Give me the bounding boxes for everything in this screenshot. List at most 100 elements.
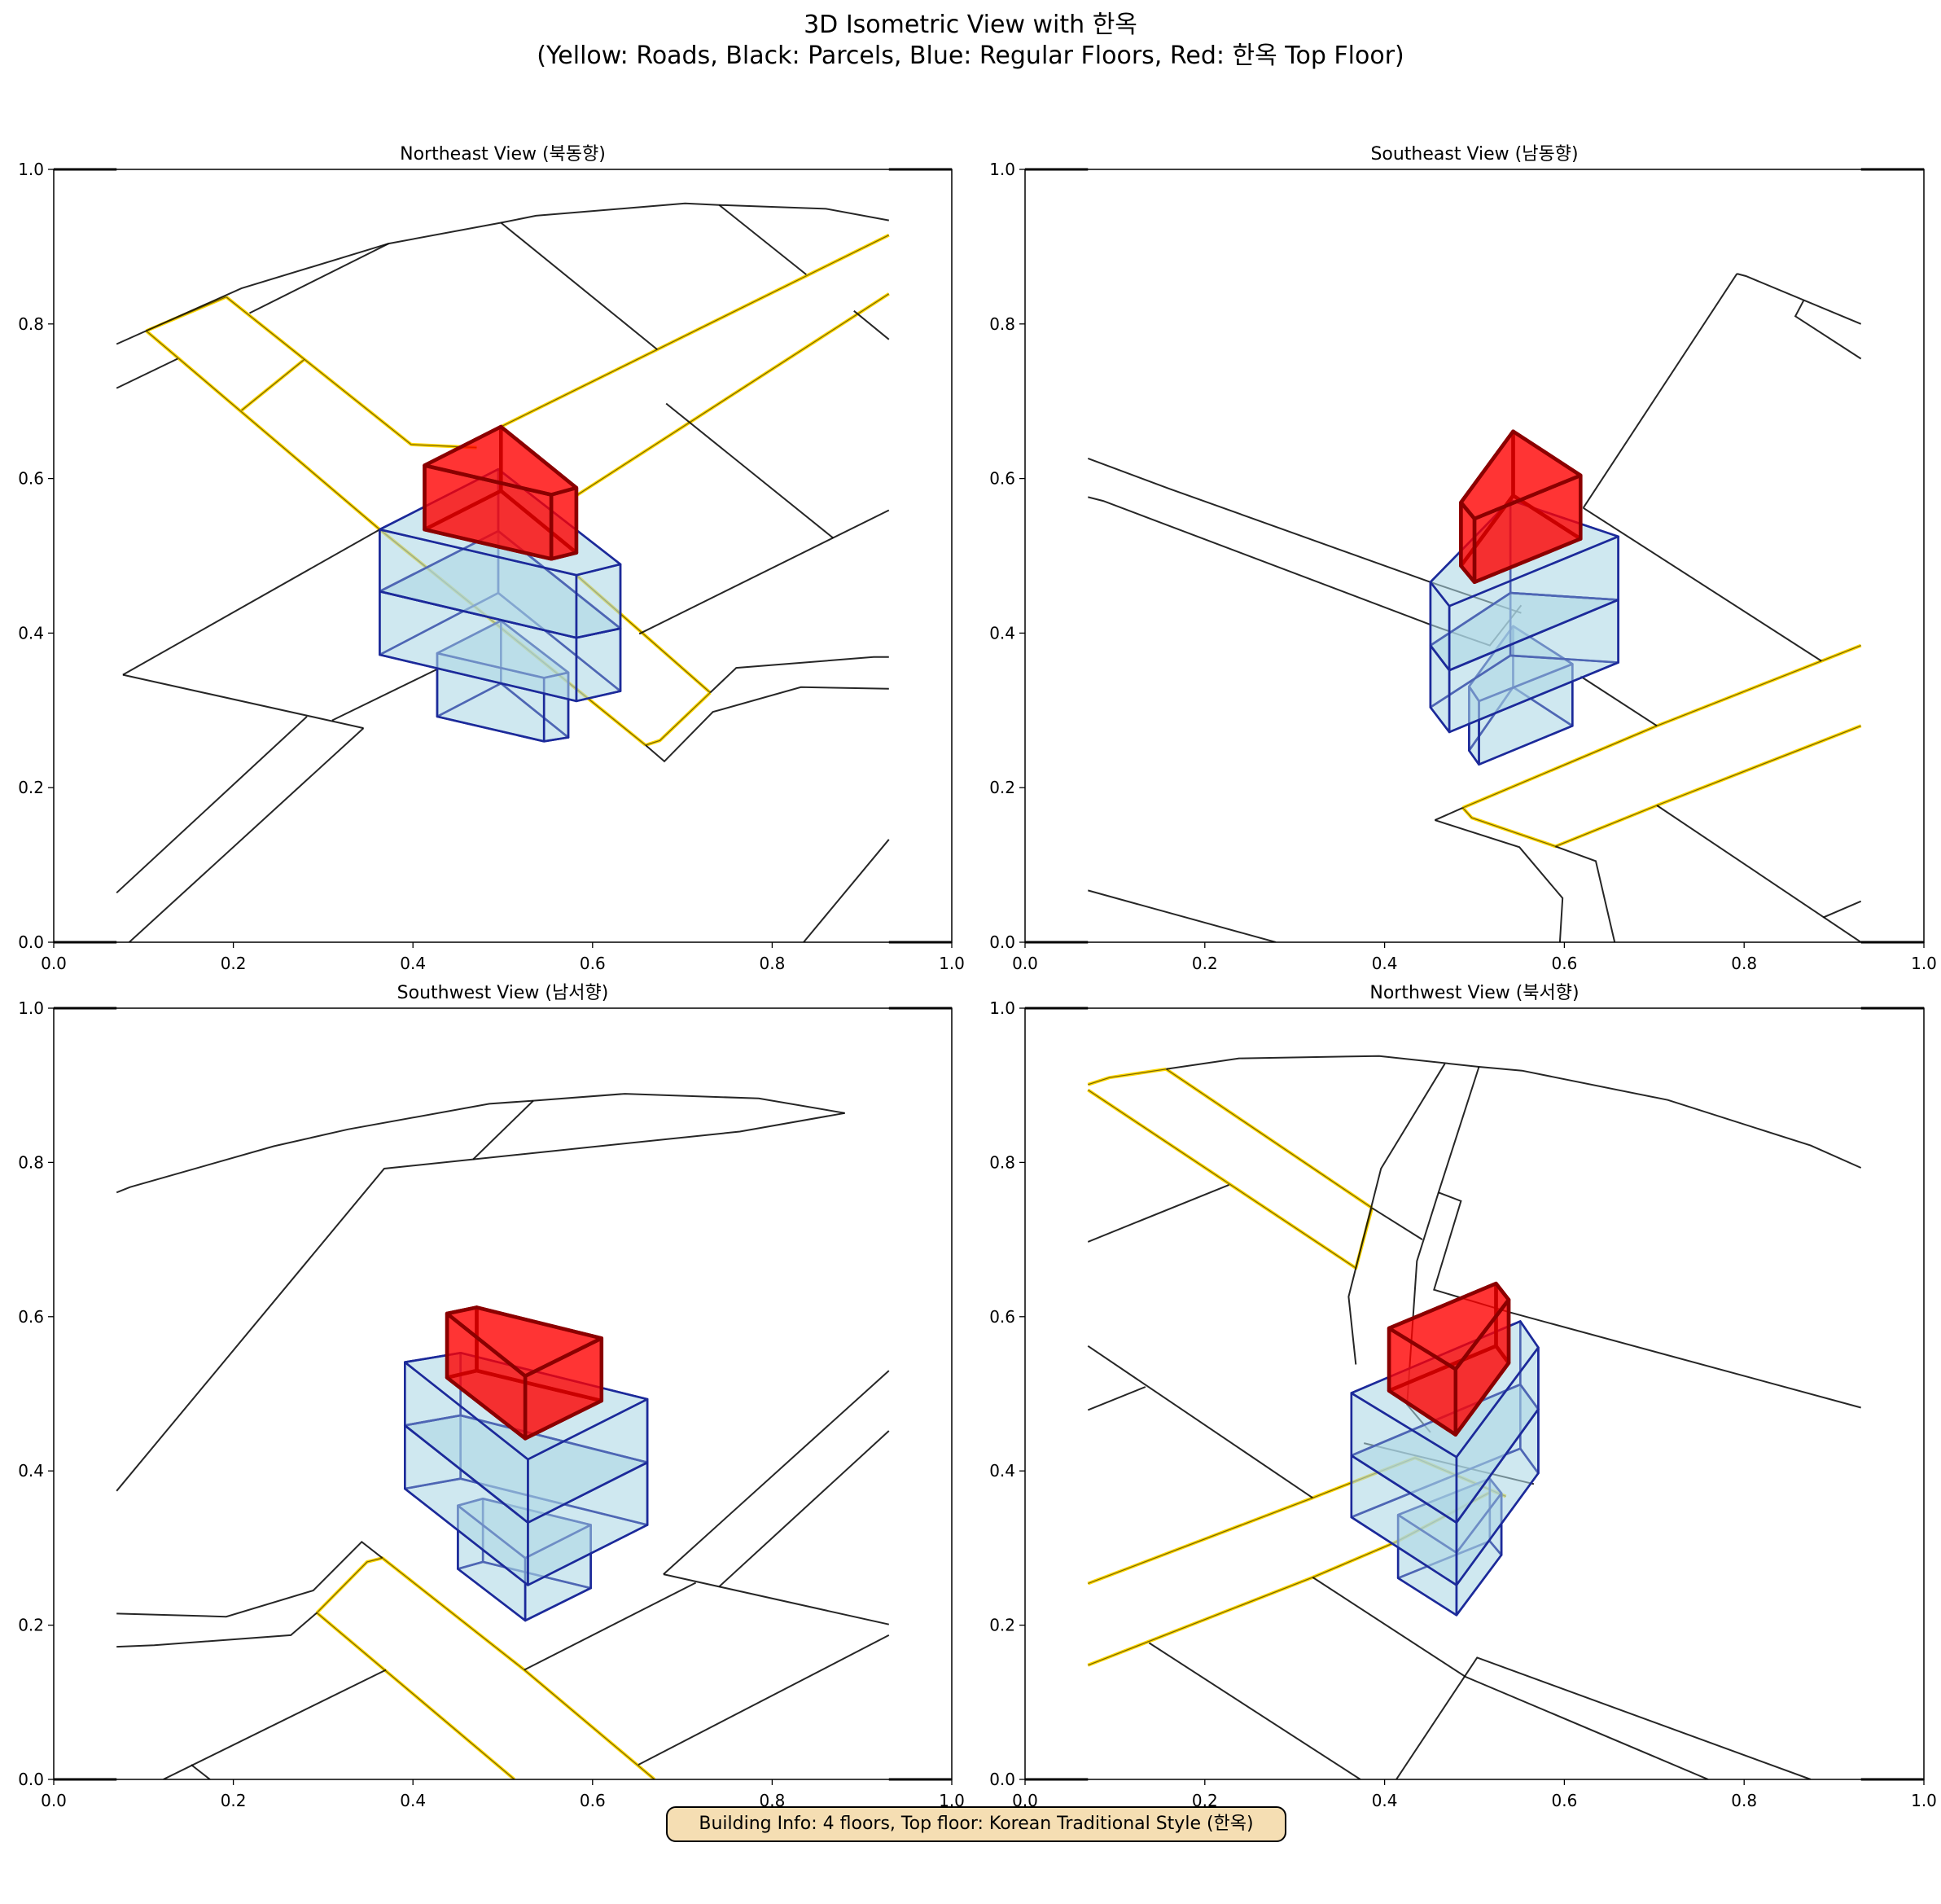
parcel-line [663, 1573, 890, 1625]
y-tick-label: 0.0 [18, 1770, 44, 1789]
subplot-4: 0.0 0.2 0.4 0.6 0.8 1.00.00.20.40.60.81.0Nort… [989, 983, 1937, 1810]
parcel-line [116, 1093, 845, 1194]
parcel-line [853, 309, 890, 340]
plot-area [1087, 1055, 1862, 1779]
parcel-line [803, 839, 890, 942]
parcel-line [1406, 1066, 1480, 1433]
subplot-title: Southwest View (남서향) [397, 983, 609, 1003]
road-edge-line [146, 296, 227, 331]
parcel-line [1435, 819, 1564, 942]
parcel-line [116, 1112, 845, 1492]
parcel-line [472, 1099, 534, 1160]
x-tick-label: 0.8 [759, 954, 785, 973]
parcel-line [524, 1582, 697, 1671]
parcel-line [718, 204, 807, 275]
parcel-line [116, 358, 178, 389]
plot-area [116, 1093, 890, 1779]
y-tick-label: 0.6 [989, 1307, 1015, 1327]
x-tick-label: 0.6 [580, 1791, 606, 1810]
x-tick-label: 0.4 [1372, 954, 1398, 973]
road-edge-line [1088, 1068, 1167, 1086]
x-tick-label: 0.0 [1012, 954, 1038, 973]
parcel-line [1396, 1656, 1812, 1779]
y-tick-label: 1.0 [989, 998, 1015, 1018]
hanok-top-floor-top-face [1459, 429, 1583, 521]
axes-frame [53, 169, 953, 943]
x-tick-label: 0.4 [1372, 1791, 1398, 1810]
y-tick-label: 0.4 [989, 1461, 1015, 1481]
parcel-line [1347, 1063, 1446, 1365]
y-tick-label: 0.0 [989, 932, 1015, 952]
x-tick-label: 0.8 [1731, 1791, 1757, 1810]
y-tick-label: 0.2 [18, 778, 44, 797]
regular-floor-side-face [575, 627, 622, 703]
subplot-title: Northeast View (북동향) [400, 144, 606, 165]
parcel-line [638, 1634, 890, 1766]
parcel-line [645, 686, 889, 763]
road-edge-line [1088, 1492, 1491, 1666]
road-edge-line [1462, 725, 1861, 847]
parcel-line [1371, 1207, 1423, 1240]
parcel-line [163, 1669, 387, 1779]
parcel-line [1363, 1442, 1535, 1485]
y-tick-label: 1.0 [18, 998, 44, 1018]
y-tick-label: 0.4 [18, 1461, 44, 1481]
regular-floor-side-face [575, 563, 622, 639]
parcel-line [1582, 273, 1738, 509]
regular-floor-top-face [436, 619, 570, 679]
regular-floor-top-face [457, 1498, 592, 1560]
parcel-line [1087, 457, 1522, 614]
road-line [225, 296, 477, 450]
x-tick-label: 1.0 [1911, 1791, 1937, 1810]
road-edge-line [645, 692, 711, 746]
parcel-line [331, 667, 440, 722]
x-tick-label: 0.6 [1551, 1791, 1577, 1810]
y-tick-label: 0.8 [18, 1152, 44, 1172]
hanok-top-floor-side-face [549, 485, 579, 561]
parcel-line [1433, 1191, 1861, 1409]
y-tick-label: 0.0 [18, 932, 44, 952]
x-tick-label: 0.4 [400, 1791, 426, 1810]
parcel-line [1087, 1345, 1313, 1499]
road-edge-line [576, 574, 711, 693]
y-tick-label: 0.0 [989, 1770, 1015, 1789]
parcel-line [116, 716, 308, 894]
figure-title-line2: (Yellow: Roads, Black: Parcels, Blue: Re… [537, 42, 1404, 70]
parcel-line [1737, 273, 1862, 325]
x-tick-label: 0.2 [221, 1791, 247, 1810]
y-tick-label: 0.2 [18, 1616, 44, 1635]
subplot-2: 0.0 0.2 0.4 0.6 0.8 1.0 0.0 0.2 0.4 0.6 0.8 1.0 Sout… [989, 144, 1937, 973]
road-edge-line [1087, 1089, 1373, 1270]
parcel-line [709, 656, 889, 694]
parcel-line [116, 1540, 383, 1618]
parcel-line [1087, 1386, 1146, 1411]
y-tick-label: 0.6 [18, 469, 44, 489]
parcel-line [129, 727, 365, 942]
parcel-line [665, 402, 835, 539]
parcel-line [249, 243, 389, 314]
x-tick-label: 0.6 [580, 954, 606, 973]
y-tick-label: 0.2 [989, 1616, 1015, 1635]
parcel-line [1166, 1055, 1862, 1169]
subplot-title: Northwest View (북서향) [1369, 983, 1579, 1003]
hanok-top-floor-top-face [445, 1305, 604, 1378]
hanok-top-floor-top-face [423, 424, 579, 497]
parcel-line [1580, 675, 1658, 727]
parcel-line [1555, 845, 1616, 942]
x-tick-label: 0.0 [41, 954, 67, 973]
parcel-line [116, 1612, 318, 1648]
road-edge-line [501, 235, 890, 428]
y-tick-label: 1.0 [989, 160, 1015, 179]
road-edge-line [1462, 645, 1861, 809]
subplot-3: 0.0 0.2 0.4 0.6 0.8 1.00.00.20.40.60.81.0Sout… [18, 983, 965, 1810]
plot-area [116, 202, 890, 942]
x-tick-label: 0.2 [221, 954, 247, 973]
y-tick-label: 1.0 [18, 160, 44, 179]
parcel-line [191, 1764, 211, 1779]
y-tick-label: 0.8 [989, 1152, 1015, 1172]
road-edge-line [1088, 1457, 1506, 1585]
road-edge-line [241, 359, 305, 411]
parcel-line [1088, 889, 1277, 942]
parcel-line [1794, 300, 1862, 360]
